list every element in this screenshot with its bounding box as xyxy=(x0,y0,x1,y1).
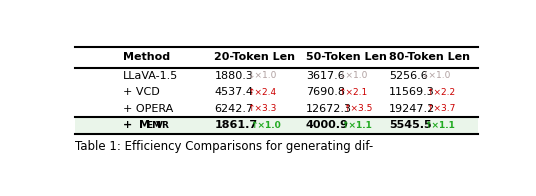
Text: ↑×3.3: ↑×3.3 xyxy=(247,104,277,113)
Text: 12672.3: 12672.3 xyxy=(306,104,352,114)
Text: ↓×1.0: ↓×1.0 xyxy=(339,72,368,81)
Text: 80-Token Len: 80-Token Len xyxy=(389,52,470,62)
Text: EM: EM xyxy=(146,121,161,130)
Text: 3617.6: 3617.6 xyxy=(306,71,345,81)
Text: 20-Token Len: 20-Token Len xyxy=(214,52,295,62)
Text: 4000.9: 4000.9 xyxy=(306,121,349,131)
Text: 19247.2: 19247.2 xyxy=(389,104,435,114)
Text: VR: VR xyxy=(156,121,170,130)
Text: LLaVA-1.5: LLaVA-1.5 xyxy=(123,71,178,81)
Text: ↓×1.0: ↓×1.0 xyxy=(422,72,451,81)
Text: Method: Method xyxy=(123,52,170,62)
Text: 11569.3: 11569.3 xyxy=(389,87,435,97)
Text: 50-Token Len: 50-Token Len xyxy=(306,52,387,62)
Text: ↑×1.0: ↑×1.0 xyxy=(250,121,281,130)
Text: ↑×2.4: ↑×2.4 xyxy=(247,88,277,97)
Text: + OPERA: + OPERA xyxy=(123,104,173,114)
Text: +: + xyxy=(123,121,136,131)
Text: Table 1: Efficiency Comparisons for generating dif-: Table 1: Efficiency Comparisons for gene… xyxy=(75,141,374,153)
Text: 4537.4: 4537.4 xyxy=(214,87,254,97)
Text: ↓×1.0: ↓×1.0 xyxy=(247,72,277,81)
Text: M: M xyxy=(139,121,150,131)
Text: ↑×2.1: ↑×2.1 xyxy=(339,88,368,97)
Text: 5256.6: 5256.6 xyxy=(389,71,428,81)
Text: ↑×3.5: ↑×3.5 xyxy=(344,104,373,113)
Text: 1861.7: 1861.7 xyxy=(214,121,258,131)
Text: 7690.8: 7690.8 xyxy=(306,87,345,97)
Text: ↑×1.1: ↑×1.1 xyxy=(425,121,456,130)
FancyBboxPatch shape xyxy=(75,117,478,134)
Text: ↑×1.1: ↑×1.1 xyxy=(341,121,373,130)
Text: 6242.7: 6242.7 xyxy=(214,104,254,114)
Text: + VCD: + VCD xyxy=(123,87,160,97)
Text: ↑×3.7: ↑×3.7 xyxy=(427,104,456,113)
Text: 5545.5: 5545.5 xyxy=(389,121,431,131)
Text: ↑×2.2: ↑×2.2 xyxy=(427,88,456,97)
Text: 1880.3: 1880.3 xyxy=(214,71,254,81)
